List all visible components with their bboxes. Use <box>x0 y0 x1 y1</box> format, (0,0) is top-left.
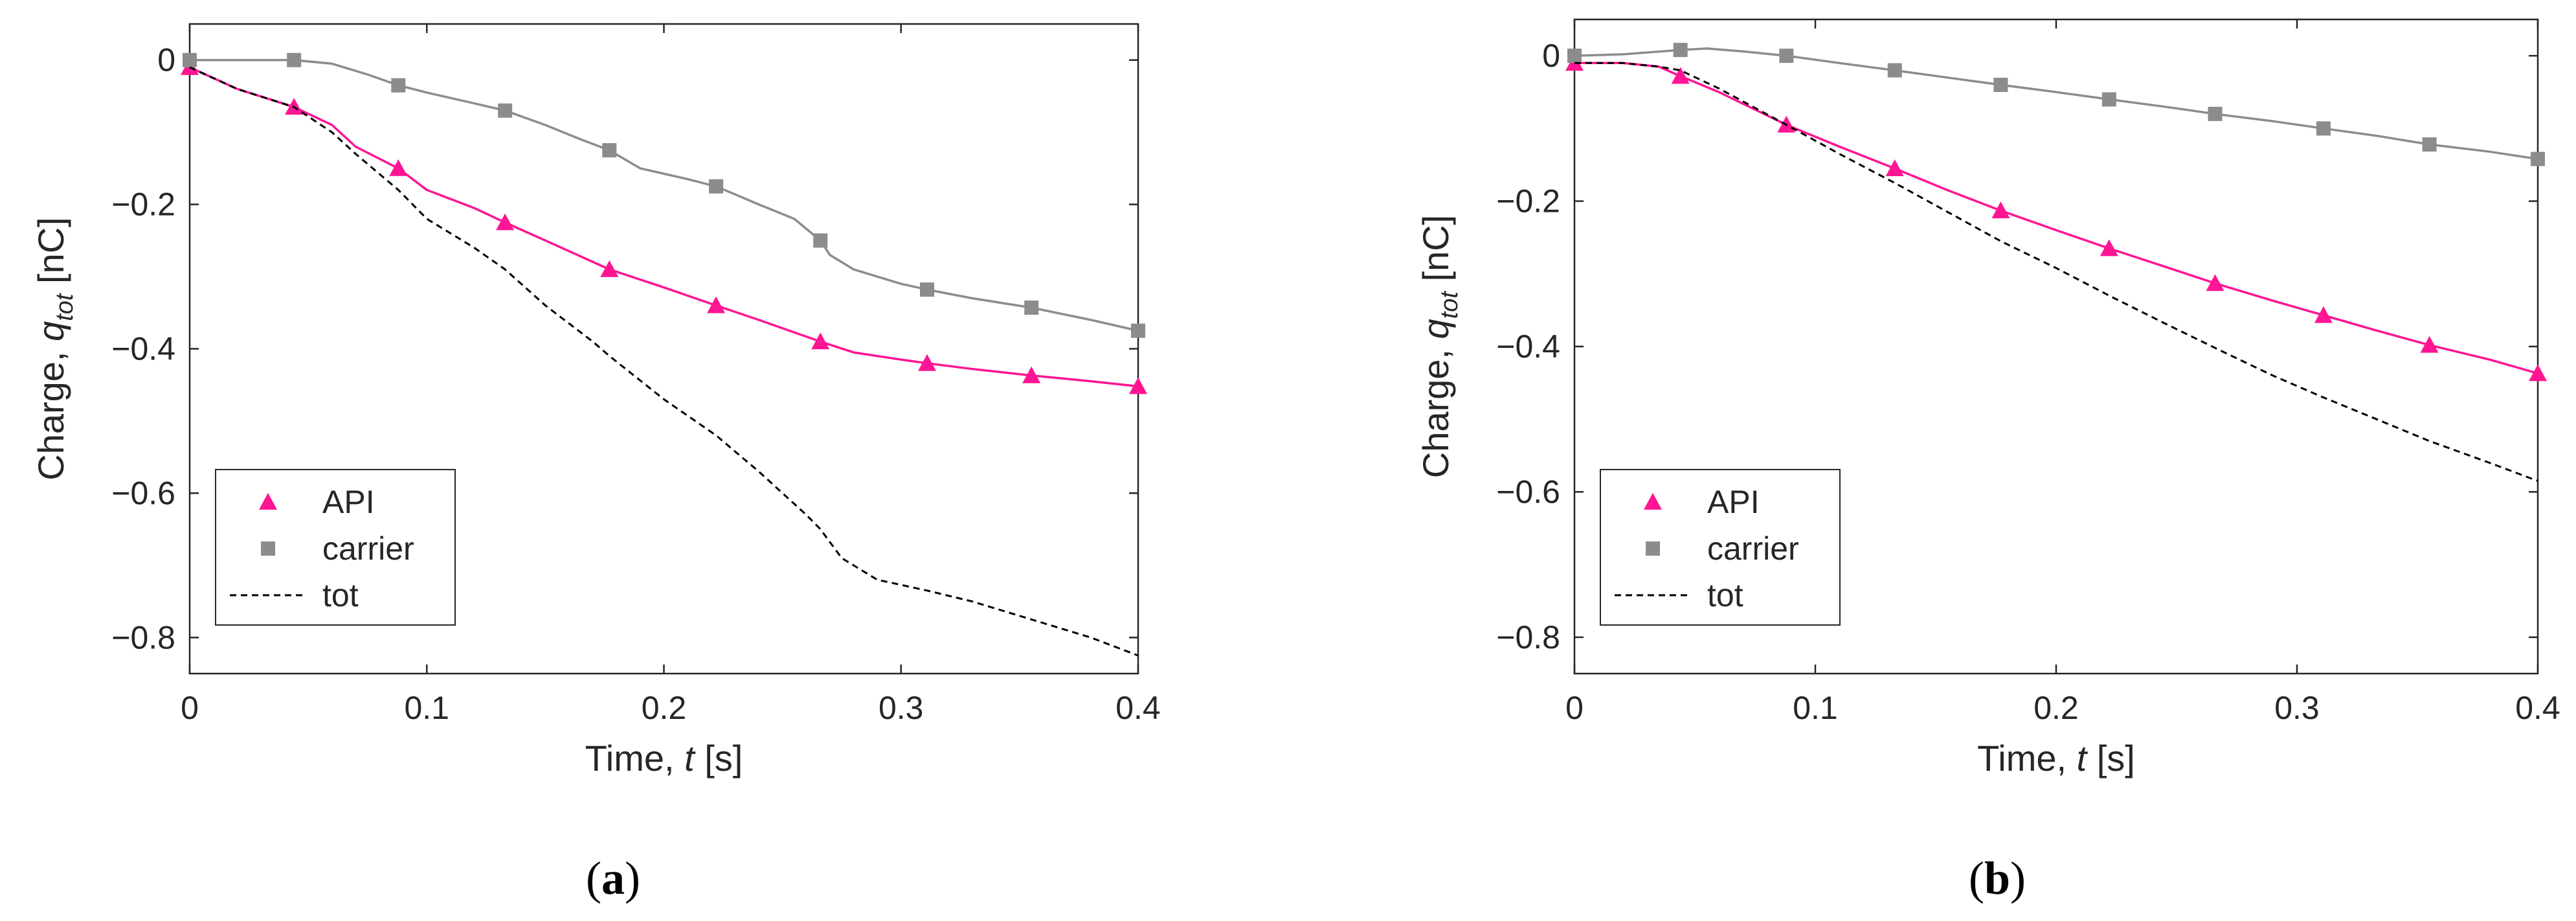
data-point-API <box>1885 159 1904 176</box>
x-tick-label: 0.2 <box>642 690 687 726</box>
data-point-API <box>1022 366 1041 383</box>
series-tot <box>1574 62 2538 483</box>
x-tick-label: 0 <box>1565 690 1584 726</box>
data-point-carrier <box>1887 63 1902 78</box>
x-tick-label: 0.3 <box>879 690 924 726</box>
data-point-carrier <box>287 52 302 67</box>
data-point-carrier <box>2316 121 2331 136</box>
data-point-API <box>1671 67 1690 84</box>
legend-item-API: API <box>259 484 375 520</box>
data-point-carrier <box>1673 43 1688 58</box>
data-point-API <box>2529 364 2547 381</box>
data-point-carrier <box>498 103 513 118</box>
x-tick-label: 0.2 <box>2033 690 2079 726</box>
x-axis-label: Time, t [s] <box>1977 738 2135 779</box>
data-point-API <box>600 260 619 277</box>
legend-item-carrier: carrier <box>261 530 414 567</box>
series-carrier <box>1567 43 2545 166</box>
series-API <box>1565 54 2547 381</box>
legend-swatch <box>261 541 275 556</box>
data-point-API <box>811 332 830 350</box>
legend-box <box>1600 469 1841 626</box>
series-line-tot <box>1574 62 2538 483</box>
data-point-carrier <box>602 143 617 158</box>
data-point-carrier <box>1567 49 1582 63</box>
legend-swatch <box>1644 493 1662 510</box>
data-point-carrier <box>920 282 935 297</box>
data-point-API <box>496 213 515 231</box>
legend-item-API: API <box>1644 484 1760 520</box>
data-point-API <box>2100 239 2118 256</box>
data-point-carrier <box>2422 137 2437 152</box>
legend-box <box>215 469 456 626</box>
legend-swatch <box>259 493 277 510</box>
y-tick-label: 0 <box>157 42 175 78</box>
legend: API carrier tot <box>1600 469 1841 626</box>
data-point-API <box>389 159 408 176</box>
data-point-carrier <box>1024 300 1039 315</box>
y-tick-label: −0.2 <box>111 187 175 223</box>
legend-label: tot <box>1707 577 1743 613</box>
data-point-API <box>1991 201 2010 219</box>
series-carrier <box>183 52 1145 338</box>
legend-swatch <box>1646 541 1660 556</box>
data-point-carrier <box>2531 152 2545 166</box>
series-line-API <box>189 66 1139 388</box>
data-point-carrier <box>391 78 406 93</box>
data-point-API <box>2206 274 2224 291</box>
data-point-API <box>918 354 937 371</box>
y-axis-label: Charge, qtot [nC] <box>1415 215 1463 478</box>
data-point-API <box>2314 306 2333 323</box>
data-point-API <box>1129 377 1147 394</box>
legend-label: carrier <box>1707 530 1799 567</box>
legend-item-tot: tot <box>1615 577 1743 613</box>
y-tick-label: −0.6 <box>1496 473 1560 510</box>
x-tick-label: 0.4 <box>1115 690 1161 726</box>
y-tick-label: −0.4 <box>111 331 175 367</box>
chart-panel-b: 0 0.1 0.2 0.3 0.4 0 −0.2 −0.4 −0.6 −0.8 Time, t [s… <box>1415 18 2560 779</box>
y-tick-label: −0.6 <box>111 475 175 511</box>
legend-item-tot: tot <box>230 577 359 613</box>
data-point-carrier <box>813 233 828 248</box>
panel-label-a: (a) <box>586 852 640 904</box>
y-tick-label: −0.2 <box>1496 183 1560 220</box>
data-point-API <box>2420 335 2439 353</box>
y-tick-label: 0 <box>1542 38 1560 74</box>
x-tick-label: 0 <box>181 690 199 726</box>
x-tick-label: 0.4 <box>2515 690 2560 726</box>
data-point-carrier <box>709 179 724 194</box>
data-point-carrier <box>1131 323 1145 338</box>
x-tick-label: 0.3 <box>2274 690 2320 726</box>
y-tick-label: −0.8 <box>1496 619 1560 655</box>
data-point-carrier <box>1993 78 2008 92</box>
data-point-carrier <box>2101 92 2116 107</box>
series-API <box>181 58 1147 394</box>
legend-label: carrier <box>322 530 414 567</box>
x-tick-label: 0.1 <box>1793 690 1838 726</box>
data-point-carrier <box>183 52 197 67</box>
x-axis-label: Time, t [s] <box>585 738 743 779</box>
x-tick-label: 0.1 <box>404 690 449 726</box>
y-axis-label: Charge, qtot [nC] <box>30 217 78 480</box>
data-point-carrier <box>2208 106 2223 121</box>
legend: API carrier tot <box>215 469 456 626</box>
y-tick-label: −0.8 <box>111 619 175 655</box>
series-line-API <box>1574 62 2538 375</box>
series-line-carrier <box>1574 47 2538 161</box>
chart-panel-a: 0 0.1 0.2 0.3 0.4 0 −0.2 −0.4 −0.6 −0.8 Time, t [s… <box>30 23 1161 779</box>
legend-item-carrier: carrier <box>1646 530 1799 567</box>
panel-label-b: (b) <box>1968 852 2026 904</box>
data-point-API <box>707 296 726 313</box>
legend-label: API <box>322 484 375 520</box>
legend-label: API <box>1707 484 1760 520</box>
y-tick-label: −0.4 <box>1496 328 1560 365</box>
legend-label: tot <box>322 577 359 613</box>
data-point-carrier <box>1779 49 1794 63</box>
